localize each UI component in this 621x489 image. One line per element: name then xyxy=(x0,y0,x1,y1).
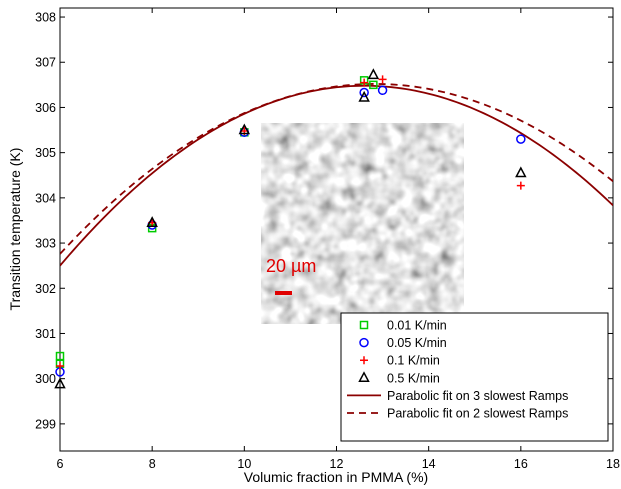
legend-marker-4 xyxy=(358,371,370,383)
legend-label: 0.1 K/min xyxy=(387,354,440,368)
legend-label: Parabolic fit on 2 slowest Ramps xyxy=(387,407,568,421)
legend-box xyxy=(340,312,609,442)
legend: 0.01 K/min 0.05 K/min 0.1 K/min 0.5 K/min Pa… xyxy=(340,312,609,442)
data-point-series-4 xyxy=(515,166,527,178)
data-point-series-2 xyxy=(359,87,369,98)
data-point-series-4 xyxy=(238,123,251,135)
scale-bar xyxy=(275,291,292,295)
y-tick-label: 306 xyxy=(35,101,56,115)
data-point-series-4 xyxy=(146,216,158,227)
data-point-series-4 xyxy=(367,68,380,80)
x-tick-label: 6 xyxy=(57,457,64,471)
x-tick-label: 12 xyxy=(330,457,344,471)
y-tick-label: 307 xyxy=(35,56,56,70)
y-tick-label: 305 xyxy=(35,146,56,160)
fit-curve-2 xyxy=(60,83,613,255)
micrograph-inset: 20 µm xyxy=(261,123,464,324)
x-tick-label: 14 xyxy=(422,457,436,471)
data-point-series-1 xyxy=(369,80,378,90)
x-tick-label: 16 xyxy=(514,457,528,471)
data-point-series-3 xyxy=(516,181,525,190)
y-tick-label: 303 xyxy=(35,237,56,251)
data-point-series-2 xyxy=(516,134,526,144)
legend-label: 0.05 K/min xyxy=(387,336,447,350)
data-point-series-4 xyxy=(358,90,370,102)
legend-marker-2 xyxy=(359,337,369,348)
scale-bar-label: 20 µm xyxy=(266,256,316,276)
legend-marker-1 xyxy=(359,320,369,330)
data-point-series-3 xyxy=(378,75,387,84)
x-tick-label: 18 xyxy=(606,457,620,471)
data-point-series-3 xyxy=(56,362,64,371)
x-tick-label: 8 xyxy=(149,457,156,471)
x-axis-label: Volumic fraction in PMMA (%) xyxy=(244,469,428,485)
y-tick-label: 302 xyxy=(35,282,56,296)
y-tick-label: 308 xyxy=(35,11,56,25)
legend-label: 0.5 K/min xyxy=(387,371,440,385)
legend-label: Parabolic fit on 3 slowest Ramps xyxy=(387,389,568,403)
legend-label: 0.01 K/min xyxy=(387,319,447,333)
y-tick-label: 299 xyxy=(35,417,56,431)
y-axis-label: Transition temperature (K) xyxy=(7,148,23,311)
y-tick-label: 301 xyxy=(35,327,56,341)
y-tick-label: 300 xyxy=(35,372,56,386)
data-point-series-3 xyxy=(360,78,369,87)
legend-marker-3 xyxy=(360,356,368,365)
x-tick-label: 10 xyxy=(237,457,251,471)
y-tick-label: 304 xyxy=(35,191,56,205)
data-point-series-2 xyxy=(377,85,388,96)
data-point-series-4 xyxy=(54,377,66,389)
